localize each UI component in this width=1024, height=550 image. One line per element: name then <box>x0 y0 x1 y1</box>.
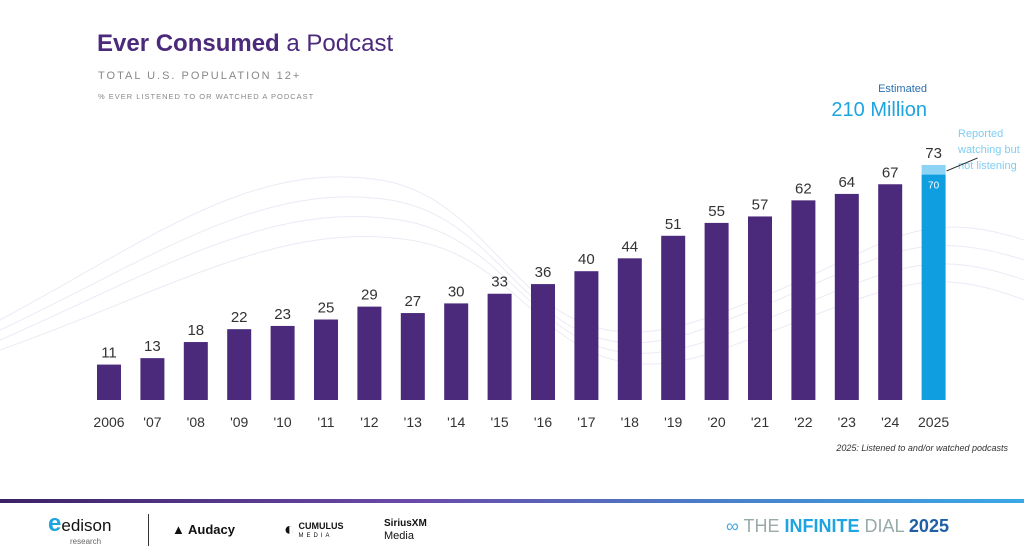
bar <box>531 284 555 400</box>
bar <box>878 184 903 400</box>
x-tick-label: '16 <box>534 414 552 430</box>
bar <box>617 258 642 400</box>
data-label: 44 <box>621 238 638 255</box>
page-title: Ever Consumed a Podcast <box>97 30 394 57</box>
data-label: 11 <box>101 345 117 362</box>
bar <box>140 358 165 400</box>
x-tick-label: '18 <box>621 414 639 430</box>
bar <box>314 319 338 400</box>
infinite-dial-logo: ∞ THE INFINITE DIAL 2025 <box>726 516 949 536</box>
x-tick-label: '09 <box>230 414 248 430</box>
x-tick-label: '23 <box>838 414 856 430</box>
bar <box>97 364 121 400</box>
x-tick-label: '10 <box>273 414 291 430</box>
x-tick-label: '17 <box>577 414 595 430</box>
logo-divider <box>148 514 149 546</box>
data-label: 29 <box>361 287 378 304</box>
data-label: 64 <box>838 174 855 191</box>
bar <box>661 235 686 400</box>
bar <box>357 306 382 400</box>
subtitle: TOTAL U.S. POPULATION 12+ <box>98 70 302 82</box>
bar <box>834 193 859 400</box>
x-tick-label: '11 <box>317 414 334 430</box>
x-tick-label: '07 <box>143 414 161 430</box>
x-tick-label: '22 <box>794 414 812 430</box>
bar-segment-listened <box>921 174 946 400</box>
data-label: 23 <box>274 306 291 323</box>
bar-chart: 11 2006 13 '07 18 '08 22 '09 23 '10 25 '11 29 '12 27 '1… <box>93 145 978 430</box>
bar <box>574 271 599 400</box>
estimated-label: Estimated <box>878 83 927 95</box>
bar <box>791 200 816 400</box>
x-tick-label: 2025 <box>918 414 949 430</box>
data-label: 25 <box>318 300 335 317</box>
audacy-logo: ▲ Audacy <box>172 522 235 537</box>
bar <box>227 329 252 400</box>
bar <box>487 293 512 400</box>
data-label: 73 <box>925 145 942 162</box>
annotation-leader-line <box>946 157 978 172</box>
x-tick-label: '21 <box>751 414 769 430</box>
siriusxm-logo: SiriusXM Media <box>384 518 427 542</box>
data-label: 40 <box>578 251 595 268</box>
x-tick-label: '08 <box>187 414 205 430</box>
x-tick-label: '14 <box>447 414 465 430</box>
chart-note: % EVER LISTENED TO OR WATCHED A PODCAST <box>98 92 315 101</box>
data-label: 55 <box>708 203 725 220</box>
x-tick-label: '24 <box>881 414 899 430</box>
footer-divider <box>0 499 1024 503</box>
x-tick-label: '13 <box>404 414 422 430</box>
x-tick-label: '19 <box>664 414 682 430</box>
cumulus-logo: ◐ CUMULUS MEDIA <box>284 519 344 539</box>
data-label: 22 <box>231 309 248 326</box>
bar <box>270 325 295 400</box>
annotation-watching: Reported watching but not listening <box>958 128 1020 172</box>
data-label: 18 <box>187 322 204 339</box>
edison-logo: eedison research <box>48 510 112 547</box>
bar <box>183 342 208 400</box>
data-label: 51 <box>665 216 682 233</box>
data-label: 67 <box>882 164 899 181</box>
data-label: 57 <box>752 196 769 213</box>
data-label: 13 <box>144 338 161 355</box>
estimated-population: 210 Million <box>831 99 927 121</box>
bar-inner-label: 70 <box>928 181 940 192</box>
x-tick-label: 2006 <box>93 414 124 430</box>
bar <box>704 222 729 400</box>
bar <box>444 303 469 400</box>
bar <box>748 216 772 400</box>
data-label: 30 <box>448 283 465 300</box>
footnote: 2025: Listened to and/or watched podcast… <box>836 443 1008 453</box>
bar-segment-watching <box>921 164 946 175</box>
data-label: 27 <box>404 293 421 310</box>
data-label: 33 <box>491 274 508 291</box>
x-tick-label: '15 <box>490 414 508 430</box>
x-tick-label: '20 <box>707 414 725 430</box>
x-tick-label: '12 <box>360 414 378 430</box>
bar <box>400 313 425 400</box>
data-label: 62 <box>795 180 812 197</box>
data-label: 36 <box>535 264 552 281</box>
